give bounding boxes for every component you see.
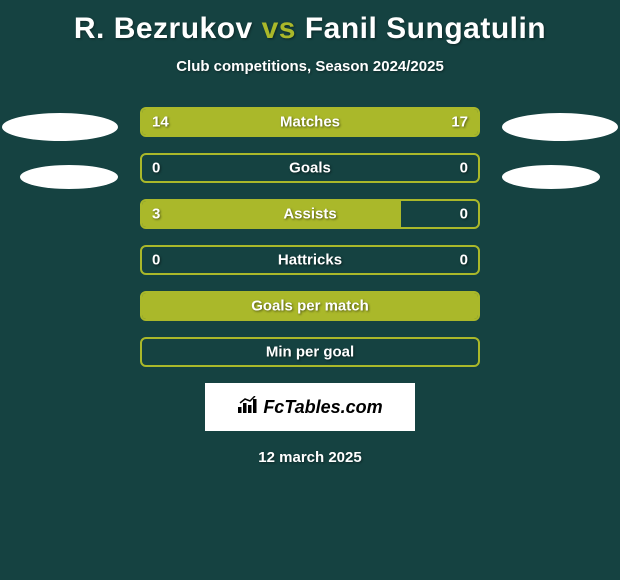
stat-row: Matches14 17	[140, 107, 480, 137]
stat-label: Goals per match	[142, 298, 478, 315]
decoration-ellipse-left-1	[2, 113, 118, 141]
comparison-title: R. Bezrukov vs Fanil Sungatulin	[0, 0, 620, 46]
subtitle: Club competitions, Season 2024/2025	[0, 58, 620, 75]
stat-row: Goals0 0	[140, 153, 480, 183]
bars-container: Matches1417Goals00Assists30Hattricks00Go…	[140, 107, 480, 367]
stat-label: Min per goal	[142, 344, 478, 361]
player1-name: R. Bezrukov	[74, 12, 253, 45]
logo-label: FcTables.com	[263, 397, 382, 418]
stat-value-right: 0	[460, 160, 468, 177]
stat-value-left: 3	[152, 206, 160, 223]
stat-value-left: 14	[152, 114, 169, 131]
stat-label: Assists	[142, 206, 478, 223]
decoration-ellipse-right-1	[502, 113, 618, 141]
stat-label: Matches	[142, 114, 478, 131]
stat-row: Hattricks0 0	[140, 245, 480, 275]
decoration-ellipse-right-2	[502, 165, 600, 189]
stat-label: Hattricks	[142, 252, 478, 269]
stat-value-left: 0	[152, 160, 160, 177]
stat-label: Goals	[142, 160, 478, 177]
stat-value-right: 0	[460, 206, 468, 223]
decoration-ellipse-left-2	[20, 165, 118, 189]
logo-text: FcTables.com	[237, 396, 382, 419]
stat-value-right: 17	[451, 114, 468, 131]
chart-icon	[237, 396, 259, 419]
chart-area: Matches1417Goals00Assists30Hattricks00Go…	[0, 107, 620, 367]
stat-row: Assists3 0	[140, 199, 480, 229]
stat-value-right: 0	[460, 252, 468, 269]
stat-row: Goals per match	[140, 291, 480, 321]
player2-name: Fanil Sungatulin	[305, 12, 546, 45]
stat-row: Min per goal	[140, 337, 480, 367]
vs-text: vs	[262, 12, 296, 45]
stat-value-left: 0	[152, 252, 160, 269]
logo-box: FcTables.com	[205, 383, 415, 431]
date-text: 12 march 2025	[0, 449, 620, 466]
